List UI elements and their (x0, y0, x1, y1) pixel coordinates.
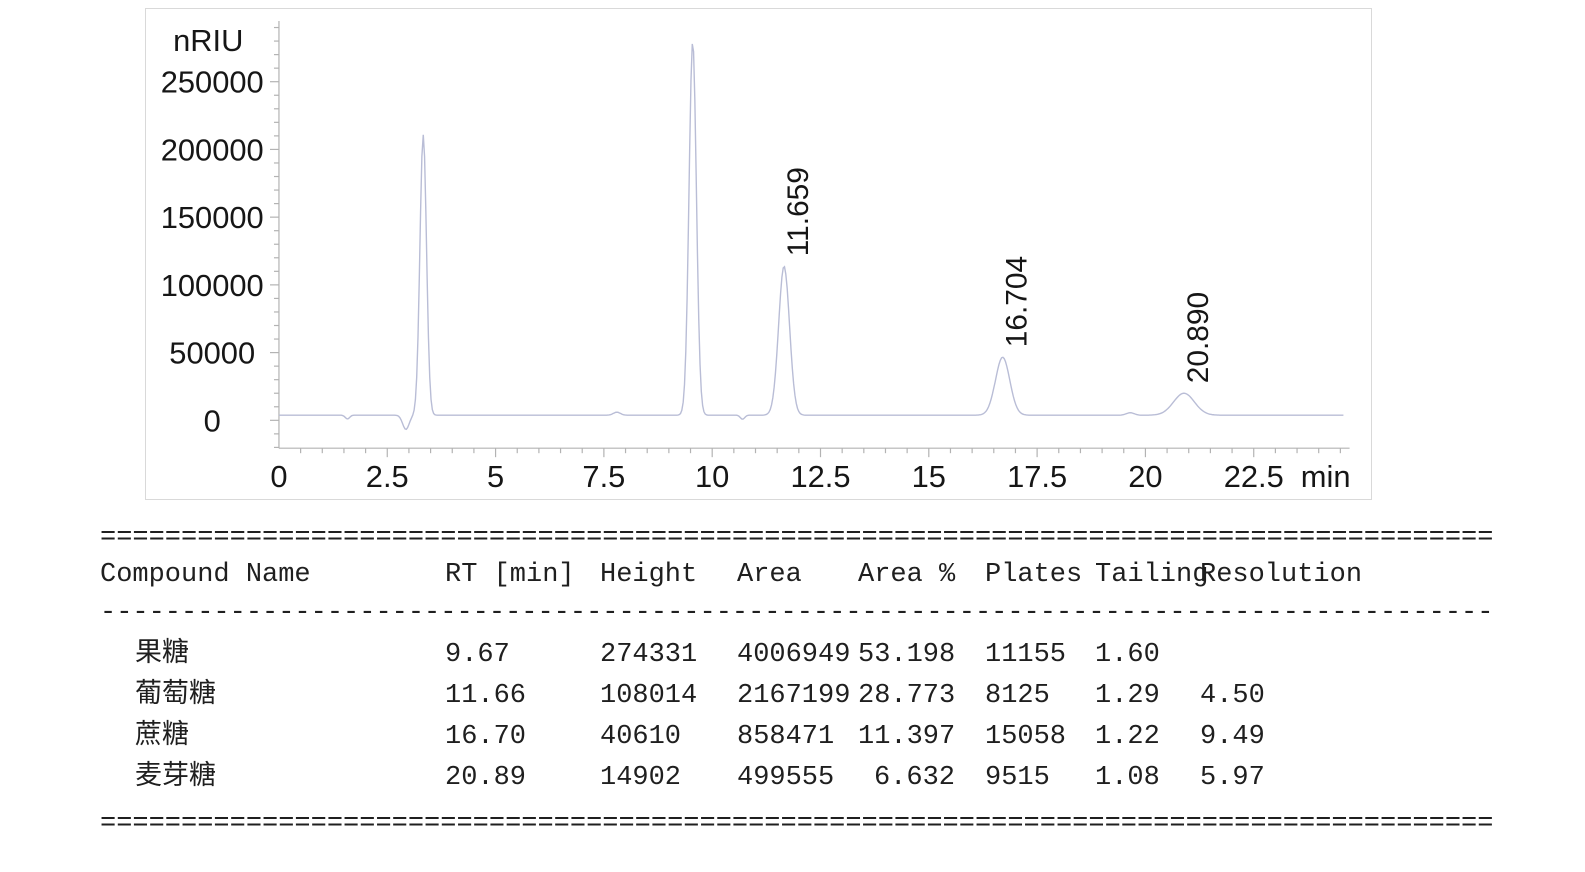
y-tick-label: 200000 (161, 132, 264, 167)
x-tick-label: 7.5 (582, 459, 625, 494)
axes (269, 20, 1350, 458)
table-cell-area: 2167199 (737, 681, 851, 711)
x-tick-label: 2.5 (366, 459, 409, 494)
x-tick-label: 20 (1128, 459, 1162, 494)
table-row: 果糖 9.67 274331 4006949 53.198 11155 1.60 (100, 635, 1492, 676)
y-tick-label: 150000 (161, 200, 264, 235)
y-tick-label: 100000 (161, 268, 264, 303)
table-cell-tailing: 1.22 (1095, 722, 1160, 752)
table-cell-area: 499555 (737, 763, 835, 793)
table-cell-compound-name: 果糖 (135, 640, 189, 670)
table-header-rule: ----------------------------------------… (100, 598, 1492, 628)
x-tick-label: 22.5 (1224, 459, 1284, 494)
y-axis-title: nRIU (173, 23, 243, 58)
table-cell-tailing: 1.08 (1095, 763, 1160, 793)
table-cell-rt: 20.89 (445, 763, 527, 793)
axis-tick-labels: 0 50000 100000 150000 200000 250000 0 2.5 5 7.5 10… (161, 65, 1284, 494)
table-cell-area-pct: 28.773 (858, 681, 956, 711)
table-cell-resolution: 9.49 (1200, 722, 1265, 752)
table-cell-compound-name: 蔗糖 (135, 722, 189, 752)
table-cell-plates: 15058 (985, 722, 1067, 752)
table-cell-height: 14902 (600, 763, 682, 793)
table-cell-plates: 11155 (985, 640, 1067, 670)
peak-rt-label: 16.704 (1001, 256, 1034, 347)
table-header-compound-name: Compound Name (100, 560, 311, 590)
table-cell-height: 108014 (600, 681, 698, 711)
table-cell-resolution (1200, 635, 1492, 676)
table-row: 蔗糖 16.70 40610 858471 11.397 15058 1.22 … (100, 717, 1492, 758)
table-cell-tailing: 1.29 (1095, 681, 1160, 711)
table-header-area: Area (737, 560, 802, 590)
table-header-height: Height (600, 560, 698, 590)
table-header-tailing: Tailing (1095, 560, 1209, 590)
x-tick-label: 10 (695, 459, 729, 494)
table-top-rule: ========================================… (100, 523, 1492, 553)
chromatogram-plot: 0 50000 100000 150000 200000 250000 0 2.5 5 7.5 10… (161, 20, 1351, 494)
table-cell-area: 858471 (737, 722, 835, 752)
y-tick-label: 50000 (169, 336, 255, 371)
table-row: 麦芽糖 20.89 14902 499555 6.632 9515 1.08 5… (100, 758, 1492, 799)
table-cell-resolution: 5.97 (1200, 763, 1265, 793)
table-cell-rt: 16.70 (445, 722, 527, 752)
y-tick-label: 0 (204, 403, 221, 438)
x-tick-label: 5 (487, 459, 504, 494)
peak-rt-label: 20.890 (1182, 292, 1215, 383)
x-tick-label: 15 (912, 459, 946, 494)
table-cell-resolution: 4.50 (1200, 681, 1265, 711)
table-cell-plates: 8125 (985, 681, 1050, 711)
x-axis-unit-label: min (1301, 459, 1351, 494)
chromatogram-panel: 0 50000 100000 150000 200000 250000 0 2.5 5 7.5 10… (145, 8, 1372, 500)
table-cell-compound-name: 葡萄糖 (135, 681, 216, 711)
table-cell-compound-name: 麦芽糖 (135, 763, 216, 793)
peak-retention-labels: 11.659 16.704 20.890 (782, 167, 1215, 383)
table-cell-area-pct: 11.397 (858, 722, 956, 752)
table-cell-area-pct: 53.198 (858, 640, 956, 670)
x-tick-label: 17.5 (1007, 459, 1067, 494)
table-header-resolution: Resolution (1200, 560, 1363, 590)
x-tick-label: 12.5 (790, 459, 850, 494)
table-cell-plates: 9515 (985, 763, 1050, 793)
table-cell-tailing: 1.60 (1095, 640, 1160, 670)
table-cell-height: 40610 (600, 722, 682, 752)
table-cell-rt: 9.67 (445, 640, 510, 670)
table-cell-area: 4006949 (737, 640, 851, 670)
table-row: 葡萄糖 11.66 108014 2167199 28.773 8125 1.2… (100, 676, 1492, 717)
table-cell-rt: 11.66 (445, 681, 527, 711)
table-cell-area-pct: 6.632 (873, 763, 955, 793)
x-tick-label: 0 (270, 459, 287, 494)
table-body: 果糖 9.67 274331 4006949 53.198 11155 1.60… (100, 635, 1492, 799)
table-bottom-rule: ========================================… (100, 809, 1492, 839)
table-header-rt: RT [min] (445, 560, 575, 590)
table-header-plates: Plates (985, 560, 1083, 590)
y-tick-label: 250000 (161, 65, 264, 100)
table-header-row: Compound Name RT [min] Height Area Area … (100, 553, 1492, 597)
peak-table: ========================================… (100, 523, 1492, 839)
table-header-area-pct: Area % (858, 560, 956, 590)
table-cell-height: 274331 (600, 640, 698, 670)
peak-rt-label: 11.659 (782, 167, 815, 256)
chromatogram-trace (278, 43, 1344, 431)
